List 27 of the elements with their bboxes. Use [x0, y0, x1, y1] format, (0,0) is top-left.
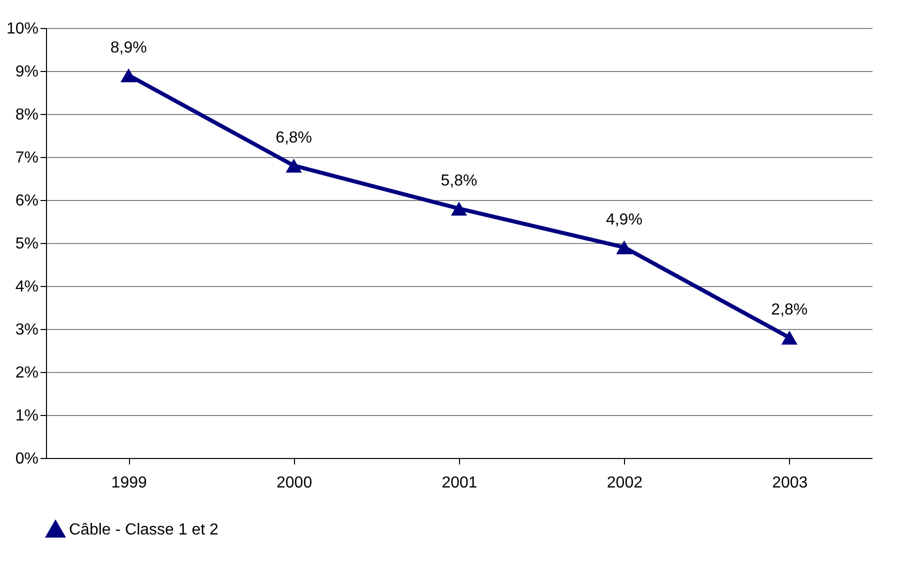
data-label: 5,8% — [440, 172, 478, 190]
data-label: 2,8% — [771, 302, 808, 319]
y-tick-label: 7% — [15, 150, 38, 166]
legend-label: Câble - Classe 1 et 2 — [69, 522, 219, 538]
x-tick-label: 2000 — [276, 474, 312, 492]
y-tick-label: 4% — [15, 278, 38, 296]
y-tick-label: 1% — [15, 408, 38, 424]
point — [286, 158, 302, 173]
y-tick-label: 10% — [6, 20, 38, 38]
y-tick-label: 2% — [15, 364, 38, 382]
point — [450, 202, 468, 216]
point — [120, 68, 137, 82]
y-tick-label: 8% — [15, 106, 38, 124]
point — [781, 330, 798, 345]
y-tick-label: 6% — [15, 192, 38, 210]
x-tick-label: 1999 — [111, 474, 147, 492]
y-tick-label: 5% — [15, 236, 38, 252]
data-label: 4,9% — [606, 211, 642, 228]
data-label: 6,8% — [276, 130, 312, 147]
point — [616, 240, 632, 254]
y-tick-label: 0% — [15, 450, 38, 468]
data-label: 8,9% — [110, 39, 147, 56]
x-tick-label: 2003 — [772, 474, 808, 492]
x-tick-label: 2002 — [606, 474, 643, 492]
y-tick-label: 9% — [15, 64, 38, 80]
x-tick-label: 2001 — [442, 474, 478, 492]
y-tick-label: 3% — [15, 322, 38, 338]
